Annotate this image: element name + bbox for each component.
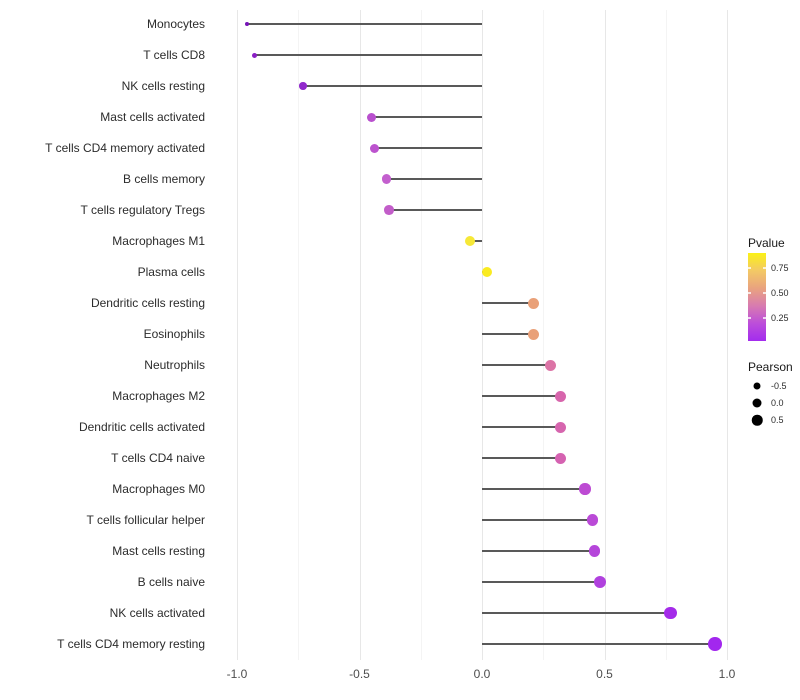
category-label: Dendritic cells resting <box>90 296 205 310</box>
pvalue-tick-label: 0.75 <box>771 263 789 273</box>
x-tick-label: 0.5 <box>596 667 613 681</box>
data-point <box>554 452 566 464</box>
pearson-legend-label: 0.0 <box>771 398 784 408</box>
pvalue-tick-mark <box>763 292 766 294</box>
gridline-major <box>237 10 238 660</box>
category-label: Plasma cells <box>137 265 205 279</box>
pvalue-tick-mark <box>763 267 766 269</box>
pearson-legend-title: Pearson <box>748 360 793 374</box>
category-label: T cells CD4 memory activated <box>45 141 205 155</box>
lollipop-stem <box>482 581 600 583</box>
plot-panel <box>210 10 737 660</box>
gridline-major <box>359 10 361 660</box>
data-point <box>251 52 257 58</box>
category-label: B cells memory <box>122 172 205 186</box>
data-point <box>527 328 539 340</box>
data-point <box>586 514 598 526</box>
category-label: NK cells activated <box>109 606 205 620</box>
data-point <box>369 143 379 153</box>
lollipop-stem <box>482 519 593 521</box>
category-label: T cells CD4 memory resting <box>57 637 205 651</box>
pearson-legend-dot <box>752 398 762 408</box>
data-point <box>588 545 601 557</box>
gridline-minor <box>420 10 422 660</box>
gridline-minor <box>665 10 667 660</box>
gridline-major <box>482 10 483 660</box>
data-point <box>244 22 249 26</box>
lollipop-stem <box>482 302 534 304</box>
lollipop-stem <box>482 395 561 397</box>
data-point <box>579 483 591 495</box>
data-point <box>464 236 475 246</box>
lollipop-stem <box>371 116 482 118</box>
pvalue-tick-mark <box>763 317 766 319</box>
lollipop-stem <box>469 240 482 242</box>
lollipop-stem <box>388 209 482 211</box>
lollipop-stem <box>246 23 482 25</box>
data-point <box>481 266 493 278</box>
lollipop-stem <box>254 54 482 56</box>
category-label: Eosinophils <box>143 327 205 341</box>
pvalue-tick-label: 0.50 <box>771 288 789 298</box>
category-label: T cells regulatory Tregs <box>80 203 206 217</box>
x-tick-label: -1.0 <box>226 667 248 681</box>
lollipop-stem <box>386 178 482 180</box>
pearson-legend-label: 0.5 <box>771 415 784 425</box>
pearson-legend-dot <box>753 382 761 390</box>
category-label: Mast cells activated <box>100 110 205 124</box>
category-label: T cells CD8 <box>143 48 205 62</box>
pvalue-tick-mark <box>748 267 751 269</box>
gridline-minor <box>543 10 545 660</box>
data-point <box>664 606 677 620</box>
category-label: Macrophages M0 <box>112 482 205 496</box>
category-label: Monocytes <box>146 17 205 31</box>
category-label: Neutrophils <box>144 358 205 372</box>
data-point <box>381 174 392 184</box>
lollipop-stem <box>482 550 595 552</box>
data-point <box>708 637 722 651</box>
pearson-legend-label: -0.5 <box>771 381 787 391</box>
pearson-legend-dot <box>751 414 763 426</box>
category-label: Dendritic cells activated <box>78 420 205 434</box>
pvalue-colorbar <box>748 253 766 341</box>
lollipop-stem <box>482 488 585 490</box>
pvalue-legend-title: Pvalue <box>748 236 785 250</box>
category-label: B cells naive <box>137 575 205 589</box>
pvalue-tick-label: 0.25 <box>771 313 789 323</box>
data-point <box>367 112 377 122</box>
category-label: NK cells resting <box>121 79 205 93</box>
lollipop-stem <box>482 333 534 335</box>
category-label: Macrophages M1 <box>112 234 205 248</box>
gridline-minor <box>298 10 300 660</box>
gridline-major <box>604 10 606 660</box>
category-label: T cells follicular helper <box>86 513 206 527</box>
data-point <box>527 297 539 309</box>
lollipop-stem <box>303 85 482 87</box>
lollipop-stem <box>482 426 561 428</box>
lollipop-stem <box>482 457 561 459</box>
data-point <box>299 82 307 90</box>
x-tick-label: 1.0 <box>718 667 736 681</box>
data-point <box>545 359 557 371</box>
lollipop-stem <box>482 643 715 645</box>
lollipop-stem <box>482 612 671 614</box>
data-point <box>554 421 566 433</box>
data-point <box>384 205 394 215</box>
lollipop-stem <box>482 364 551 366</box>
category-label: T cells CD4 naive <box>111 451 205 465</box>
data-point <box>593 576 606 588</box>
lollipop-stem <box>374 147 482 149</box>
data-point <box>554 390 566 402</box>
category-label: Mast cells resting <box>112 544 205 558</box>
pvalue-tick-mark <box>748 292 751 294</box>
category-label: Macrophages M2 <box>112 389 205 403</box>
x-tick-label: -0.5 <box>349 667 370 681</box>
pvalue-tick-mark <box>748 317 751 319</box>
x-tick-label: 0.0 <box>473 667 491 681</box>
gridline-major <box>727 10 728 660</box>
